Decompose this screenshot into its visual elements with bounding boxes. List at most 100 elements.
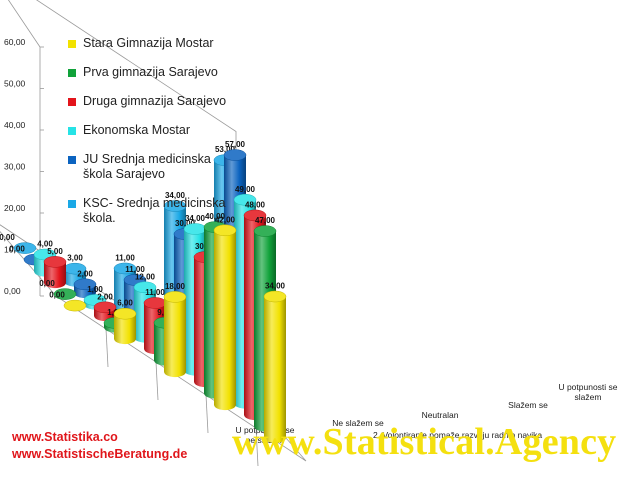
- bar-top: [133, 281, 157, 294]
- bar-top: [263, 290, 287, 303]
- x-category-label-text: Slažem se: [508, 400, 548, 410]
- bar-value-label: 49,00: [235, 185, 256, 194]
- bar-top: [213, 224, 237, 237]
- bar-top: [233, 194, 257, 206]
- watermark-statistical-agency: www.Statistical.Agency: [232, 421, 617, 463]
- x-category-divider: [105, 328, 109, 368]
- legend-swatch: [68, 40, 76, 48]
- x-category-label: Neutralan: [421, 410, 459, 420]
- legend-label: JU Srednja medicinska škola Sarajevo: [83, 152, 211, 181]
- bar-top: [53, 288, 77, 300]
- x-category-label-text: Ne slažem se: [332, 418, 384, 428]
- bar-value-label: 0,00: [0, 233, 15, 242]
- legend-item: Druga gimnazija Sarajevo: [68, 94, 238, 109]
- bar: 0,00: [0, 233, 37, 254]
- bar-top: [63, 299, 87, 312]
- bar: 42,00: [213, 215, 237, 411]
- bar-value-label: 4,00: [37, 240, 53, 249]
- chart-bars: 0,00 3,00 11,00 34,00 53,00 0,00 2,00 11,00 30,0…: [0, 140, 287, 444]
- bar-body: [44, 261, 66, 289]
- bar-body: [164, 296, 186, 378]
- bar-value-label: 0,00: [49, 291, 65, 300]
- bar-top: [163, 200, 187, 212]
- bar-value-label: 18,00: [165, 282, 186, 291]
- legend-item: Prva gimnazija Sarajevo: [68, 65, 238, 80]
- bar-top: [13, 242, 37, 254]
- bar-top: [73, 278, 97, 291]
- bar-top: [163, 291, 187, 303]
- y-tick-label: 50,00: [4, 79, 26, 89]
- y-tick-label: 0,00: [4, 286, 21, 296]
- bar-top: [253, 225, 277, 237]
- legend-label: KSC- Srednja medicinska škola.: [83, 196, 226, 225]
- bar: 2,00: [73, 269, 97, 299]
- legend-label: Prva gimnazija Sarajevo: [83, 65, 218, 79]
- bar-value-label: 0,00: [9, 245, 25, 254]
- bar-top: [113, 262, 137, 275]
- bar-value-label: 34,00: [185, 214, 206, 223]
- legend-label: Druga gimnazija Sarajevo: [83, 94, 227, 108]
- bar-value-label: 47,00: [255, 216, 276, 225]
- bar-top: [113, 307, 137, 320]
- legend-label: Ekonomska Mostar: [83, 123, 190, 137]
- legend-item: KSC- Srednja medicinska škola.: [68, 196, 238, 226]
- watermark-statistische-beratung: www.StatistischeBeratung.de: [12, 447, 188, 461]
- x-category-label-text: Neutralan: [421, 410, 459, 420]
- x-category-label: Ne slažem se: [332, 418, 384, 428]
- bar-value-label: 2,00: [97, 292, 113, 301]
- bar: 34,00: [263, 282, 287, 444]
- bar-value-label: 57,00: [225, 140, 246, 149]
- bar: 0,00: [39, 279, 77, 300]
- y-tick-label: 40,00: [4, 120, 26, 130]
- x-category-label: U potpunosti se slažem: [558, 382, 618, 402]
- bar-value-label: 40,00: [205, 212, 226, 221]
- legend-item: Stara Gimnazija Mostar: [68, 36, 238, 51]
- bar: 6,00: [113, 299, 137, 345]
- y-tick-label: 20,00: [4, 203, 26, 213]
- legend-swatch: [68, 200, 76, 208]
- bar-value-label: 2,00: [77, 269, 93, 278]
- bar-top: [93, 301, 117, 314]
- bar-value-label: 3,00: [67, 254, 83, 263]
- bar-value-label: 48,00: [245, 200, 266, 209]
- bar-value-label: 30,00: [175, 219, 196, 228]
- bar-value-label: 11,00: [115, 253, 135, 262]
- chart-legend: Stara Gimnazija Mostar Prva gimnazija Sar…: [68, 36, 238, 240]
- bar-value-label: 34,00: [165, 191, 186, 200]
- bar-value-label: 11,00: [125, 265, 145, 274]
- bar-value-label: 5,00: [47, 247, 63, 256]
- x-category-label: Slažem se: [508, 400, 548, 410]
- x-category-divider: [155, 361, 159, 401]
- bar-value-label: 42,00: [215, 215, 236, 224]
- bar-top: [223, 149, 247, 161]
- bar-value-label: 1,00: [87, 285, 103, 294]
- y-tick-label: 60,00: [4, 37, 26, 47]
- bar-body: [214, 230, 236, 411]
- legend-item: Ekonomska Mostar: [68, 123, 238, 138]
- x-category-divider: [205, 394, 209, 434]
- bar: 2,00: [93, 292, 117, 322]
- bar-body: [264, 296, 286, 444]
- legend-item: JU Srednja medicinska škola Sarajevo: [68, 152, 238, 182]
- y-tick-label: 30,00: [4, 162, 26, 172]
- bar-body: [114, 313, 136, 345]
- legend-swatch: [68, 98, 76, 106]
- bar: 5,00: [43, 247, 67, 289]
- y-axis-top-edge: [7, 0, 41, 48]
- legend-swatch: [68, 127, 76, 135]
- bar: 18,00: [163, 282, 187, 378]
- bar-value-label: 6,00: [117, 299, 133, 308]
- x-axis-title: 2. Volontiranje pomaže razvoju radnih na…: [373, 430, 543, 440]
- bar: 0,00: [49, 291, 87, 312]
- bar-top: [243, 209, 267, 222]
- bar-value-label: 0,00: [39, 279, 55, 288]
- legend-swatch: [68, 156, 76, 164]
- legend-swatch: [68, 69, 76, 77]
- bar-value-label: 12,00: [135, 272, 156, 281]
- legend-label: Stara Gimnazija Mostar: [83, 36, 214, 50]
- bar-value-label: 34,00: [265, 282, 286, 291]
- bar-value-label: 11,00: [145, 288, 165, 297]
- bar-value-label: 53,00: [215, 145, 236, 154]
- x-category-label-text: U potpunosti se slažem: [558, 382, 618, 402]
